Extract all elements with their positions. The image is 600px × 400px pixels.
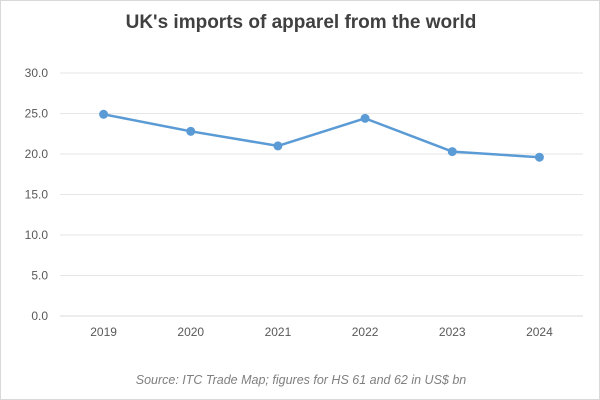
x-tick-label: 2022 [352,325,379,339]
series-line [102,113,541,159]
x-tick-label: 2024 [526,325,553,339]
tick-labels: 0.0 5.0 10.0 15.0 20.0 25.0 30.0 2019 2020 2021 20… [25,66,553,339]
y-tick-label: 15.0 [25,188,49,202]
y-tick-label: 10.0 [25,228,49,242]
series-layer [99,109,544,162]
data-point [360,113,370,123]
source-note: Source: ITC Trade Map; figures for HS 61… [135,373,467,387]
data-point [99,109,109,119]
y-tick-label: 5.0 [31,269,48,283]
x-tick-label: 2023 [439,325,466,339]
data-point [447,147,457,157]
x-tick-label: 2019 [90,325,117,339]
y-tick-label: 20.0 [25,147,49,161]
y-tick-label: 0.0 [31,309,48,323]
data-point [273,141,283,151]
chart-title: UK's imports of apparel from the world [125,12,477,33]
y-tick-label: 30.0 [25,66,49,80]
y-tick-label: 25.0 [25,107,49,121]
x-tick-label: 2020 [177,325,204,339]
data-point [534,152,544,162]
x-tick-label: 2021 [265,325,292,339]
data-point [186,126,196,136]
gridlines [60,72,583,276]
